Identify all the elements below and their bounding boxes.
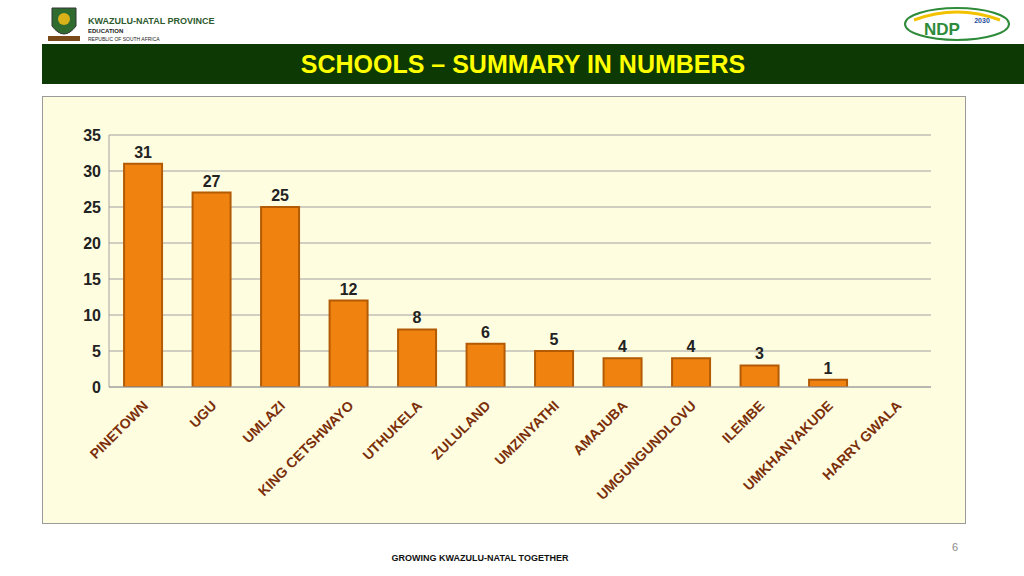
html-text:SCHOOLS – SUMMARY IN NUMBERS: SCHOOLS – SUMMARY IN NUMBERS	[300, 50, 746, 78]
svg-text:UGU: UGU	[186, 397, 219, 430]
svg-text:UMGUNGUNDLOVU: UMGUNGUNDLOVU	[594, 397, 699, 502]
svg-text:31: 31	[134, 144, 152, 161]
svg-text:KING CETSHWAYO: KING CETSHWAYO	[255, 397, 357, 499]
svg-text:UTHUKELA: UTHUKELA	[359, 397, 425, 463]
svg-text:0: 0	[92, 379, 101, 396]
svg-text:NDP: NDP	[924, 20, 960, 39]
html-text:REPUBLIC OF SOUTH AFRICA: REPUBLIC OF SOUTH AFRICA	[88, 36, 160, 42]
svg-text:30: 30	[83, 163, 101, 180]
svg-text:UMKHANYAKUDE: UMKHANYAKUDE	[740, 397, 836, 493]
html-text:KWAZULU-NATAL PROVINCE: KWAZULU-NATAL PROVINCE	[88, 16, 215, 26]
svg-text:5: 5	[92, 343, 101, 360]
svg-text:2030: 2030	[974, 17, 990, 24]
svg-text:PINETOWN: PINETOWN	[87, 397, 151, 461]
svg-text:6: 6	[481, 324, 490, 341]
svg-text:35: 35	[83, 127, 101, 144]
svg-text:HARRY GWALA: HARRY GWALA	[819, 397, 905, 483]
html-text:6: 6	[951, 541, 959, 553]
svg-text:UMZINYATHI: UMZINYATHI	[491, 397, 562, 468]
svg-text:27: 27	[203, 173, 221, 190]
svg-text:8: 8	[413, 309, 422, 326]
svg-text:12: 12	[340, 281, 358, 298]
svg-text:4: 4	[618, 338, 627, 355]
svg-text:20: 20	[83, 235, 101, 252]
svg-text:25: 25	[83, 199, 101, 216]
svg-text:4: 4	[687, 338, 696, 355]
html-text:GROWING KWAZULU-NATAL TOGETHER: GROWING KWAZULU-NATAL TOGETHER	[391, 553, 569, 563]
svg-text:1: 1	[824, 360, 833, 377]
svg-text:ZULULAND: ZULULAND	[428, 397, 493, 462]
svg-text:AMAJUBA: AMAJUBA	[570, 397, 631, 458]
svg-text:ILEMBE: ILEMBE	[719, 397, 768, 446]
svg-text:15: 15	[83, 271, 101, 288]
svg-text:3: 3	[755, 345, 764, 362]
html-text:EDUCATION: EDUCATION	[88, 28, 124, 34]
svg-text:UMLAZI: UMLAZI	[239, 397, 288, 446]
svg-text:25: 25	[271, 187, 289, 204]
svg-text:10: 10	[83, 307, 101, 324]
svg-text:5: 5	[550, 331, 559, 348]
